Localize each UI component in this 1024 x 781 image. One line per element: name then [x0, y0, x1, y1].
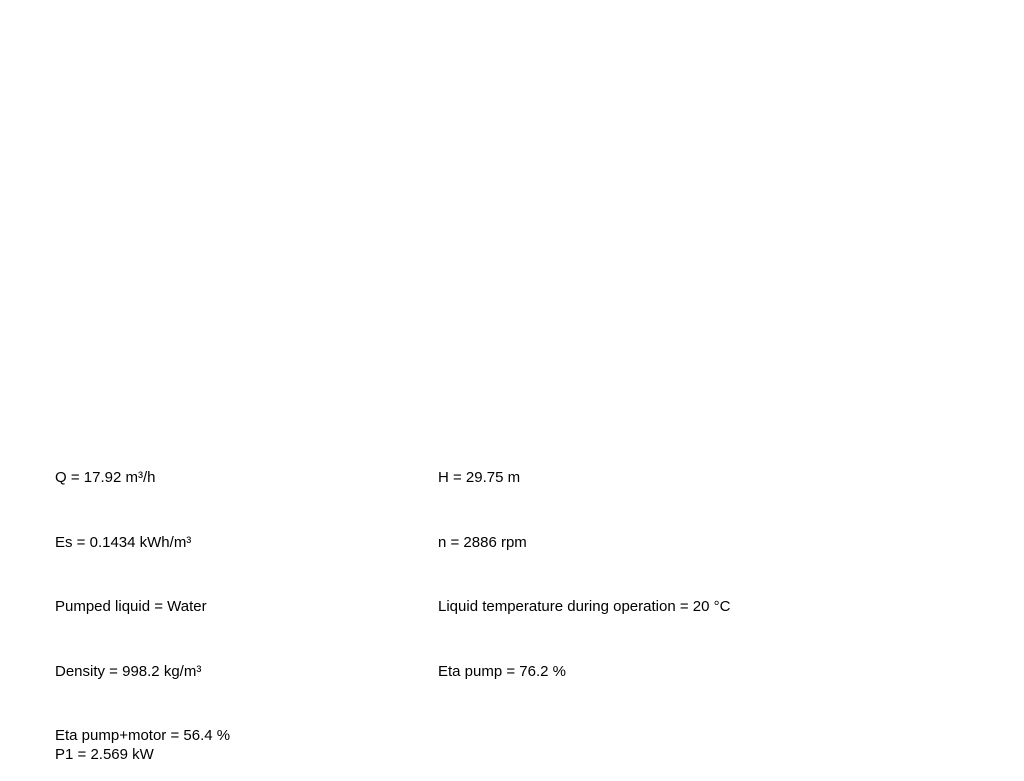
duty-info-left-column: Q = 17.92 m³/h Es = 0.1434 kWh/m³ Pumped…: [55, 424, 230, 781]
hq-eta-chart: [0, 0, 1024, 420]
power-npsh-chart: [0, 540, 1024, 700]
info-pumped-liquid: Pumped liquid = Water: [55, 598, 207, 615]
duty-info-right-column: H = 29.75 m n = 2886 rpm Liquid temperat…: [438, 424, 730, 725]
info-p1: P1 = 2.569 kW: [55, 746, 154, 763]
info-liquid-temperature: Liquid temperature during operation = 20…: [438, 598, 731, 615]
power-info-column: P1 = 2.569 kW P2 = 1.901 kW NPSH = 4.36 …: [55, 701, 160, 781]
info-eta-pump: Eta pump = 76.2 %: [438, 662, 566, 680]
info-specific-energy: Es = 0.1434 kWh/m³: [55, 533, 192, 551]
info-flow: Q = 17.92 m³/h: [55, 469, 156, 486]
info-density: Density = 998.2 kg/m³: [55, 662, 202, 680]
info-head: H = 29.75 m: [438, 469, 521, 486]
info-eta-pump-motor: Eta pump+motor = 56.4 %: [55, 727, 231, 744]
info-speed: n = 2886 rpm: [438, 533, 527, 551]
